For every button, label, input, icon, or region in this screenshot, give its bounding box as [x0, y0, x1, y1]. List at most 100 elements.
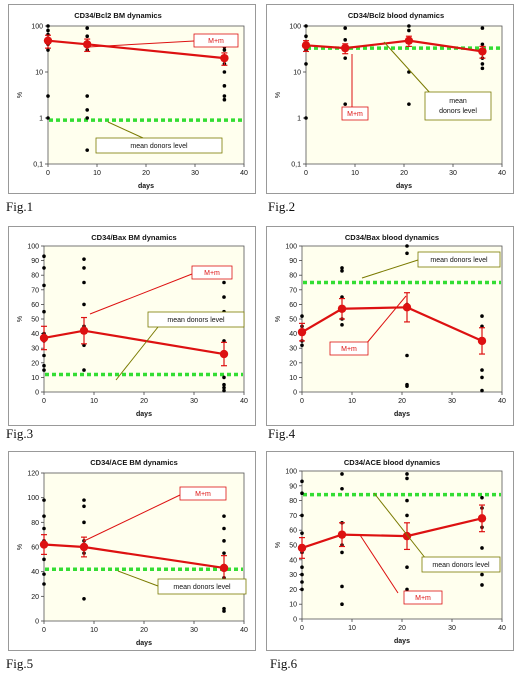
donor-callout-box — [147, 311, 245, 328]
x-tick-label: 20 — [400, 170, 408, 177]
data-point — [42, 363, 46, 368]
chart-3: CD34/Bax BM dynamics 0 10 20 30 40 50 60 70 80 90 1… — [8, 226, 256, 426]
x-tick-label: 30 — [448, 625, 456, 632]
y-tick-label: 40 — [31, 569, 39, 576]
x-tick-label: 10 — [93, 170, 101, 177]
mean-point — [337, 530, 347, 539]
y-axis-label: % — [17, 316, 24, 322]
mm-callout-box — [403, 590, 443, 605]
mm-callout-line — [83, 494, 181, 542]
data-point — [407, 24, 411, 28]
x-tick-label: 10 — [90, 398, 98, 405]
donor-callout-label: mean donors level — [432, 562, 490, 569]
data-point — [405, 251, 409, 256]
x-tick-label: 10 — [90, 627, 98, 634]
x-tick-label: 30 — [448, 398, 456, 405]
data-point — [85, 108, 89, 112]
y-tick-label: 50 — [289, 543, 297, 550]
data-point — [222, 295, 226, 299]
x-tick-label: 0 — [42, 398, 46, 405]
chart-title: CD34/Bcl2 BM dynamics — [74, 11, 162, 20]
chart-panel-3: CD34/Bax BM dynamics 0 10 20 30 40 50 60 70 80 90 1… — [8, 226, 256, 426]
data-point — [340, 550, 344, 555]
donor-callout-box — [95, 137, 223, 154]
chart-panel-4: CD34/Bax blood dynamics 0 10 20 30 40 50 60 70 80… — [266, 226, 514, 426]
y-tick-label: 60 — [31, 545, 39, 552]
data-point — [343, 56, 347, 60]
data-point — [343, 26, 347, 30]
data-point — [300, 314, 304, 318]
data-point — [85, 34, 89, 39]
y-tick-label: 50 — [31, 317, 39, 324]
mean-point — [297, 327, 307, 337]
data-point — [405, 353, 409, 358]
donor-callout-label: mean donors level — [430, 257, 488, 264]
data-point — [405, 476, 409, 481]
y-tick-label: 70 — [31, 287, 39, 294]
data-point — [222, 70, 227, 74]
mean-point — [341, 43, 350, 53]
data-point — [480, 314, 484, 318]
y-tick-label: 20 — [31, 360, 39, 367]
mm-callout-label: M+m — [195, 491, 211, 498]
x-tick-label: 40 — [240, 170, 248, 177]
y-tick-label: 80 — [31, 273, 39, 280]
x-tick-label: 10 — [348, 398, 356, 405]
figure-label-1: Fig.1 — [6, 199, 34, 214]
data-point — [407, 102, 411, 106]
data-point — [42, 526, 46, 531]
chart-4: CD34/Bax blood dynamics 0 10 20 30 40 50 60 70 80… — [266, 226, 514, 426]
data-point — [340, 472, 344, 476]
mean-point — [301, 41, 311, 50]
donor-callout-box — [417, 251, 501, 268]
y-tick-label: 10 — [31, 375, 39, 382]
mean-point — [337, 304, 347, 313]
y-tick-label: 60 — [31, 302, 39, 309]
data-point — [222, 609, 226, 613]
figure-label-2: Fig.2 — [268, 199, 296, 214]
x-axis-label: days — [396, 183, 412, 190]
data-point — [85, 116, 89, 120]
data-point — [46, 24, 50, 28]
mean-point — [404, 36, 414, 45]
y-axis-label: % — [17, 544, 24, 550]
mm-callout-label: M+m — [208, 38, 224, 45]
x-axis-label: days — [394, 411, 410, 418]
y-tick-label: 60 — [289, 302, 297, 309]
mm-callout-box — [191, 265, 233, 280]
mm-callout-box — [179, 486, 227, 501]
data-point — [222, 385, 226, 390]
y-tick-label: 70 — [289, 287, 297, 294]
mean-point — [220, 53, 229, 63]
x-tick-label: 20 — [140, 398, 148, 405]
donor-callout-label: mean donors level — [167, 317, 225, 324]
y-tick-label: 90 — [289, 483, 297, 490]
mean-point — [79, 542, 89, 552]
data-point — [222, 526, 226, 531]
data-point — [405, 513, 409, 518]
data-point — [480, 62, 485, 66]
data-point — [42, 353, 46, 358]
mean-line — [305, 39, 483, 53]
mean-point — [43, 36, 53, 45]
mm-callout-box — [341, 106, 369, 121]
data-point — [405, 498, 409, 503]
data-point — [340, 486, 344, 491]
y-tick-label: 30 — [289, 346, 297, 353]
x-tick-label: 40 — [240, 627, 248, 634]
y-tick-label: 120 — [27, 471, 39, 478]
figure-label-3: Fig.3 — [6, 426, 34, 441]
data-point — [222, 94, 227, 98]
chart-6: CD34/ACE blood dynamics 0 10 20 30 40 50 60 70 80… — [266, 451, 514, 651]
chart-panel-5: CD34/ACE BM dynamics 0 20 40 60 80 100 120 0 10 20… — [8, 451, 256, 651]
data-point — [82, 504, 86, 509]
chart-title: CD34/Bax BM dynamics — [91, 233, 176, 242]
data-point — [480, 388, 484, 393]
data-point — [480, 495, 484, 500]
x-tick-label: 0 — [304, 170, 308, 177]
data-point — [300, 565, 304, 569]
data-point — [85, 94, 89, 98]
data-point — [405, 565, 409, 569]
y-tick-label: 30 — [31, 346, 39, 353]
y-tick-label: 10 — [289, 602, 297, 609]
